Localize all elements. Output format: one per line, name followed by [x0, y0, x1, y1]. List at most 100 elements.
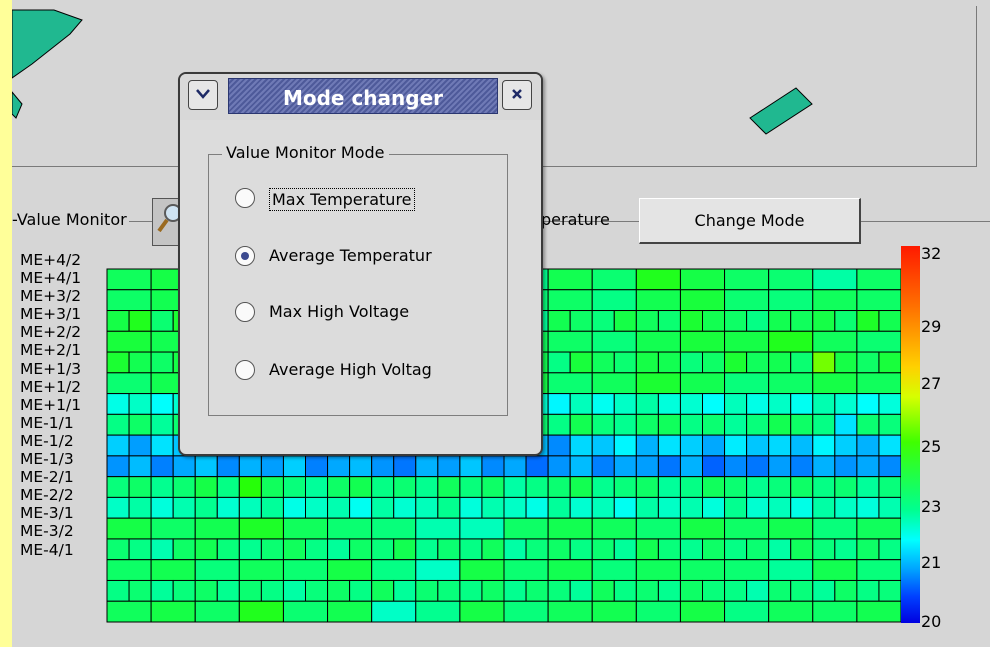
heatmap-cell[interactable]	[856, 455, 880, 478]
close-button[interactable]	[502, 80, 532, 110]
heatmap-cell[interactable]	[746, 393, 770, 415]
heatmap-cell[interactable]	[878, 393, 902, 415]
heatmap-cell[interactable]	[613, 496, 637, 519]
heatmap-cell[interactable]	[856, 496, 880, 519]
heatmap-cell[interactable]	[371, 517, 417, 540]
heatmap-cell[interactable]	[657, 310, 681, 332]
heatmap-cell[interactable]	[591, 289, 637, 312]
heatmap-cell[interactable]	[635, 393, 659, 415]
heatmap-cell[interactable]	[679, 310, 704, 332]
heatmap-cell[interactable]	[150, 600, 196, 623]
heatmap-cell[interactable]	[393, 579, 417, 602]
heatmap-cell[interactable]	[768, 268, 814, 291]
heatmap-cell[interactable]	[724, 559, 770, 581]
heatmap-cell[interactable]	[812, 330, 858, 353]
heatmap-cell[interactable]	[591, 393, 615, 415]
heatmap-cell[interactable]	[591, 600, 637, 623]
heatmap-cell[interactable]	[724, 579, 748, 602]
heatmap-cell[interactable]	[679, 372, 726, 395]
heatmap-cell[interactable]	[547, 372, 593, 395]
heatmap-cell[interactable]	[768, 496, 792, 519]
heatmap-cell[interactable]	[812, 268, 858, 291]
heatmap-cell[interactable]	[481, 538, 505, 561]
heatmap-cell[interactable]	[812, 559, 858, 581]
heatmap-cell[interactable]	[812, 600, 858, 623]
heatmap-cell[interactable]	[768, 538, 792, 561]
heatmap-cell[interactable]	[503, 517, 549, 540]
heatmap-cell[interactable]	[591, 455, 615, 478]
heatmap-cell[interactable]	[305, 496, 329, 519]
heatmap-cell[interactable]	[657, 579, 681, 602]
heatmap-cell[interactable]	[282, 496, 307, 519]
heatmap-cell[interactable]	[746, 455, 770, 478]
heatmap-cell[interactable]	[635, 289, 681, 312]
heatmap-cell[interactable]	[635, 538, 659, 561]
heatmap-cell[interactable]	[768, 600, 814, 623]
heatmap-cell[interactable]	[878, 434, 902, 457]
heatmap-cell[interactable]	[724, 372, 770, 395]
heatmap-cell[interactable]	[878, 455, 902, 478]
heatmap-cell[interactable]	[679, 538, 704, 561]
heatmap-cell[interactable]	[503, 579, 527, 602]
heatmap-cell[interactable]	[768, 434, 792, 457]
heatmap-cell[interactable]	[150, 517, 196, 540]
heatmap-cell[interactable]	[260, 538, 284, 561]
heatmap-cell[interactable]	[150, 559, 196, 581]
heatmap-cell[interactable]	[459, 455, 483, 478]
heatmap-cell[interactable]	[834, 310, 858, 332]
heatmap-cell[interactable]	[128, 413, 152, 436]
heatmap-cell[interactable]	[702, 434, 726, 457]
heatmap-cell[interactable]	[194, 559, 240, 581]
heatmap-cell[interactable]	[812, 289, 858, 312]
heatmap-cell[interactable]	[834, 476, 858, 498]
heatmap-cell[interactable]	[746, 310, 770, 332]
heatmap-cell[interactable]	[768, 517, 814, 540]
heatmap-cell[interactable]	[282, 579, 307, 602]
heatmap-cell[interactable]	[238, 579, 262, 602]
heatmap-cell[interactable]	[724, 268, 770, 291]
heatmap-cell[interactable]	[172, 476, 196, 498]
heatmap-cell[interactable]	[481, 496, 505, 519]
heatmap-cell[interactable]	[525, 476, 549, 498]
heatmap-cell[interactable]	[724, 434, 748, 457]
heatmap-cell[interactable]	[547, 600, 593, 623]
heatmap-cell[interactable]	[371, 579, 395, 602]
heatmap-cell[interactable]	[415, 455, 439, 478]
heatmap-cell[interactable]	[393, 496, 417, 519]
heatmap-cell[interactable]	[371, 496, 395, 519]
heatmap-cell[interactable]	[128, 434, 152, 457]
heatmap-cell[interactable]	[172, 538, 196, 561]
heatmap-cell[interactable]	[459, 476, 483, 498]
heatmap-cell[interactable]	[790, 496, 814, 519]
heatmap-cell[interactable]	[282, 600, 329, 623]
heatmap-cell[interactable]	[812, 393, 836, 415]
heatmap-cell[interactable]	[878, 496, 902, 519]
heatmap-cell[interactable]	[547, 393, 571, 415]
heatmap-cell[interactable]	[790, 455, 814, 478]
heatmap-cell[interactable]	[194, 600, 240, 623]
heatmap-cell[interactable]	[657, 351, 681, 374]
change-mode-button[interactable]: Change Mode	[639, 198, 861, 244]
heatmap-cell[interactable]	[106, 289, 152, 312]
heatmap-cell[interactable]	[503, 476, 527, 498]
heatmap-cell[interactable]	[635, 268, 681, 291]
heatmap-cell[interactable]	[349, 455, 373, 478]
heatmap-cell[interactable]	[238, 496, 262, 519]
heatmap-cell[interactable]	[746, 413, 770, 436]
heatmap-cell[interactable]	[591, 517, 637, 540]
heatmap-cell[interactable]	[194, 538, 218, 561]
heatmap-cell[interactable]	[679, 268, 726, 291]
heatmap-cell[interactable]	[812, 413, 836, 436]
heatmap-cell[interactable]	[878, 579, 902, 602]
heatmap-cell[interactable]	[106, 310, 130, 332]
heatmap-cell[interactable]	[569, 393, 593, 415]
heatmap-cell[interactable]	[679, 330, 726, 353]
heatmap-cell[interactable]	[812, 310, 836, 332]
heatmap-cell[interactable]	[415, 476, 439, 498]
heatmap-cell[interactable]	[260, 579, 284, 602]
heatmap-cell[interactable]	[459, 538, 483, 561]
heatmap-cell[interactable]	[856, 372, 902, 395]
heatmap-cell[interactable]	[613, 393, 637, 415]
heatmap-cell[interactable]	[591, 310, 615, 332]
heatmap-cell[interactable]	[238, 559, 284, 581]
